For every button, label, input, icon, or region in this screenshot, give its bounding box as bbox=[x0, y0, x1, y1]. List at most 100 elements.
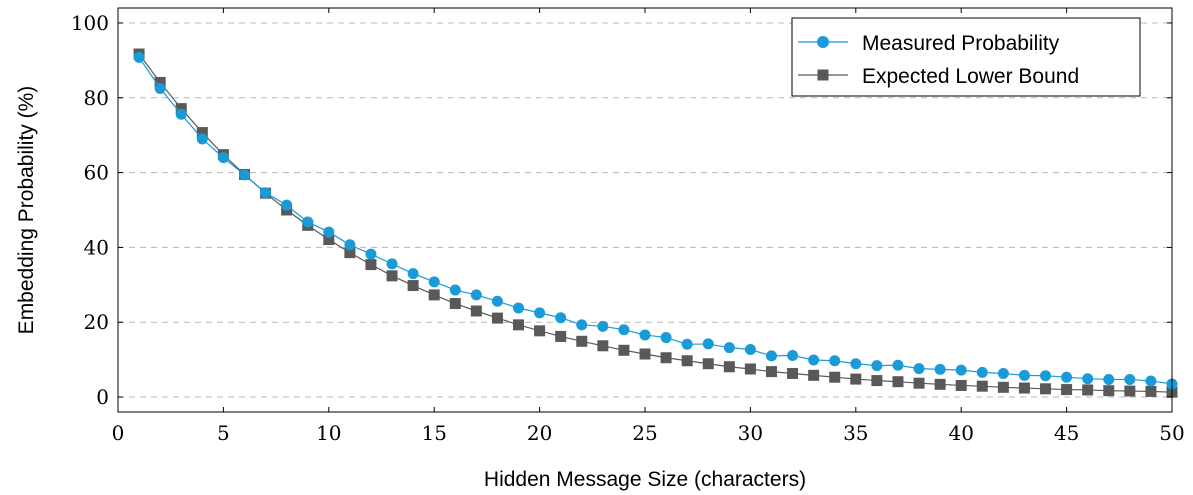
legend-label-expected: Expected Lower Bound bbox=[862, 65, 1079, 88]
data-point bbox=[154, 76, 166, 88]
data-point bbox=[913, 363, 925, 375]
x-tick-label: 50 bbox=[1159, 421, 1184, 445]
series-0 bbox=[133, 51, 1178, 390]
data-point bbox=[407, 268, 419, 280]
data-point bbox=[302, 216, 314, 228]
legend-marker-square bbox=[817, 69, 829, 81]
data-point bbox=[1082, 384, 1094, 396]
data-point bbox=[702, 358, 714, 370]
data-point bbox=[871, 360, 883, 372]
data-point bbox=[955, 379, 967, 391]
data-point bbox=[154, 82, 166, 94]
data-point bbox=[1145, 375, 1157, 387]
y-tick-label: 0 bbox=[96, 385, 109, 409]
data-point bbox=[976, 366, 988, 378]
data-point bbox=[787, 350, 799, 362]
data-point bbox=[618, 344, 630, 356]
data-point bbox=[491, 312, 503, 324]
data-point bbox=[765, 350, 777, 362]
data-point bbox=[491, 295, 503, 307]
data-point bbox=[850, 373, 862, 385]
data-point bbox=[365, 248, 377, 260]
data-point bbox=[723, 342, 735, 354]
legend-box bbox=[791, 17, 1141, 97]
data-point bbox=[639, 348, 651, 360]
data-point bbox=[871, 375, 883, 387]
data-point bbox=[1061, 371, 1073, 383]
data-point bbox=[892, 359, 904, 371]
data-point bbox=[323, 226, 335, 238]
data-point bbox=[660, 352, 672, 364]
data-point bbox=[997, 367, 1009, 379]
data-point bbox=[449, 284, 461, 296]
data-point bbox=[639, 329, 651, 341]
data-point bbox=[597, 320, 609, 332]
data-point bbox=[1061, 384, 1073, 396]
data-point bbox=[428, 289, 440, 301]
data-point bbox=[238, 169, 250, 181]
y-axis-label: Embedding Probability (%) bbox=[15, 86, 38, 335]
data-point bbox=[829, 355, 841, 367]
data-point bbox=[196, 133, 208, 145]
data-point bbox=[913, 377, 925, 389]
x-tick-label: 10 bbox=[316, 421, 341, 445]
legend-entry-expected: Expected Lower Bound bbox=[798, 65, 1079, 88]
legend-entry-measured: Measured Probability bbox=[798, 32, 1060, 55]
data-point bbox=[281, 199, 293, 211]
y-tick-label: 80 bbox=[84, 86, 109, 110]
data-point bbox=[1145, 385, 1157, 397]
data-point bbox=[765, 366, 777, 378]
data-point bbox=[175, 103, 187, 115]
x-tick-label: 15 bbox=[421, 421, 446, 445]
data-point bbox=[365, 259, 377, 271]
data-point bbox=[196, 127, 208, 139]
data-point bbox=[660, 332, 672, 344]
x-tick-label: 45 bbox=[1054, 421, 1079, 445]
y-tick-label: 60 bbox=[84, 161, 109, 185]
x-tick-label: 0 bbox=[112, 421, 125, 445]
data-point bbox=[934, 363, 946, 375]
y-tick-label: 100 bbox=[71, 11, 109, 35]
x-axis-label: Hidden Message Size (characters) bbox=[484, 468, 806, 491]
data-point bbox=[1082, 373, 1094, 385]
data-point bbox=[681, 338, 693, 350]
data-point bbox=[1018, 369, 1030, 381]
data-point bbox=[744, 363, 756, 375]
data-point bbox=[787, 367, 799, 379]
axis-ticks: 0 5 10 15 20 25 30 35 40 45 50 0 20 40 60 80 100 bbox=[71, 8, 1185, 445]
series-line bbox=[138, 53, 1173, 393]
data-point bbox=[597, 340, 609, 352]
x-tick-label: 35 bbox=[843, 421, 868, 445]
data-point bbox=[175, 108, 187, 120]
data-point bbox=[386, 270, 398, 282]
series-layer bbox=[133, 48, 1178, 398]
data-point bbox=[1018, 382, 1030, 394]
data-point bbox=[555, 330, 567, 342]
data-point bbox=[744, 344, 756, 356]
data-point bbox=[407, 280, 419, 292]
data-point bbox=[723, 361, 735, 373]
data-point bbox=[934, 378, 946, 390]
data-point bbox=[534, 325, 546, 337]
data-point bbox=[449, 298, 461, 310]
data-point bbox=[513, 319, 525, 331]
x-tick-label: 20 bbox=[527, 421, 552, 445]
data-point bbox=[618, 324, 630, 336]
data-point bbox=[829, 371, 841, 383]
legend-label-measured: Measured Probability bbox=[862, 32, 1060, 55]
data-point bbox=[808, 369, 820, 381]
data-point bbox=[1103, 385, 1115, 397]
data-point bbox=[513, 302, 525, 314]
series-1 bbox=[133, 48, 1178, 398]
data-point bbox=[976, 380, 988, 392]
data-point bbox=[955, 364, 967, 376]
data-point bbox=[428, 276, 440, 288]
data-point bbox=[217, 152, 229, 164]
y-tick-label: 20 bbox=[84, 310, 109, 334]
data-point bbox=[808, 354, 820, 366]
data-point bbox=[850, 358, 862, 370]
data-point bbox=[344, 239, 356, 251]
data-point bbox=[997, 381, 1009, 393]
